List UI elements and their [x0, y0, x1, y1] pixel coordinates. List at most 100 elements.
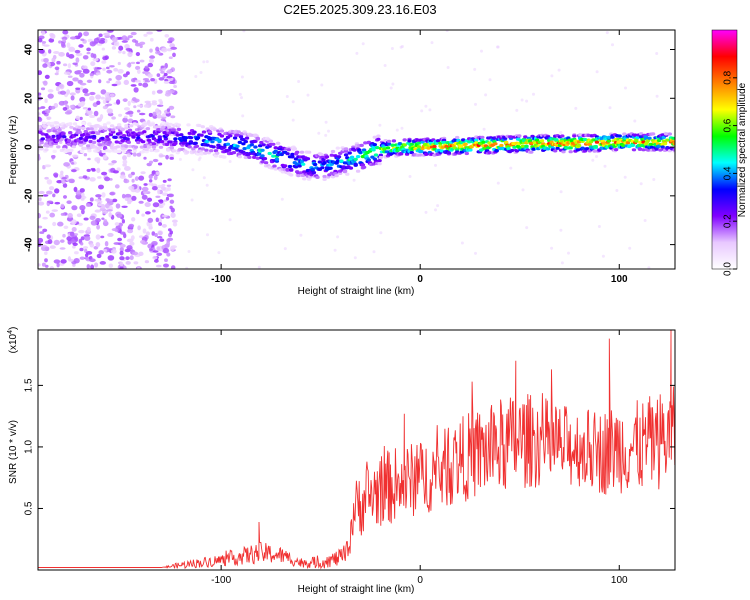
noise-cell [66, 200, 72, 205]
ridge-cell [468, 148, 473, 152]
noise-cell [166, 252, 171, 257]
noise-cell [79, 188, 85, 193]
noise-cell [80, 86, 84, 91]
ridge-cell [56, 145, 61, 149]
ridge-cell [649, 145, 655, 149]
noise-cell [71, 227, 77, 232]
ridge-cell [328, 166, 333, 170]
ridge-cell [192, 130, 197, 134]
noise-cell [550, 74, 554, 78]
ridge-cell [520, 144, 526, 148]
ridge-cell [203, 151, 208, 155]
noise-cell [148, 58, 155, 63]
ridge-cell [348, 166, 354, 170]
noise-cell [161, 202, 166, 206]
noise-cell [121, 218, 126, 224]
noise-cell [327, 129, 330, 133]
noise-cell [75, 115, 81, 121]
ridge-cell [452, 146, 457, 150]
noise-cell [95, 94, 102, 100]
ridge-cell [260, 154, 265, 158]
ridge-cell [464, 151, 469, 156]
ridge-cell [440, 145, 446, 149]
noise-cell [122, 117, 128, 123]
noise-cell [89, 95, 95, 101]
noise-cell [146, 197, 153, 202]
ridge-cell [235, 144, 240, 148]
noise-cell [60, 41, 66, 47]
noise-cell [149, 48, 153, 53]
ridge-cell [52, 149, 57, 153]
noise-cell [148, 160, 154, 164]
noise-cell [100, 37, 106, 42]
ridge-cell [99, 127, 104, 131]
ridge-cell [129, 124, 134, 128]
noise-cell [58, 84, 64, 88]
ridge-cell [38, 125, 42, 129]
noise-cell [379, 231, 383, 235]
ridge-cell [416, 145, 422, 149]
ridge-cell [286, 148, 291, 152]
noise-cell [72, 245, 76, 249]
ridge-cell [665, 138, 670, 142]
ridge-cell [514, 149, 520, 153]
noise-cell [38, 212, 42, 219]
noise-cell [44, 264, 49, 268]
noise-cell [38, 225, 43, 229]
noise-cell [161, 214, 168, 218]
noise-cell [133, 98, 140, 103]
noise-cell [40, 244, 47, 248]
ridge-cell [111, 130, 116, 134]
ridge-cell [201, 130, 207, 134]
noise-cell [595, 155, 598, 158]
noise-cell [75, 193, 82, 200]
noise-cell [74, 251, 79, 255]
ridge-cell [290, 155, 295, 159]
noise-cell [167, 186, 171, 192]
ridge-cell [386, 139, 392, 143]
ridge-cell [361, 165, 367, 169]
noise-cell [173, 85, 177, 88]
ridge-cell [545, 147, 551, 151]
ridge-cell [295, 150, 300, 154]
noise-cell [647, 266, 651, 269]
ridge-cell [637, 147, 643, 151]
ridge-cell [301, 162, 306, 166]
noise-cell [143, 156, 147, 160]
noise-cell [509, 166, 513, 170]
noise-cell [63, 225, 69, 229]
noise-cell [48, 49, 52, 54]
noise-cell [161, 186, 166, 191]
noise-cell [75, 57, 80, 63]
ridge-cell [81, 126, 86, 130]
noise-cell [95, 72, 101, 76]
ridge-cell [512, 145, 517, 149]
noise-cell [48, 186, 55, 191]
noise-cell [159, 154, 166, 158]
ridge-cell [587, 142, 592, 147]
ridge-cell [353, 162, 358, 166]
ridge-cell [167, 131, 172, 135]
noise-cell [51, 57, 56, 63]
noise-cell [605, 31, 609, 35]
colorbar-tick-label: 0.6 [723, 118, 734, 132]
ridge-cell [232, 136, 238, 140]
noise-cell [52, 221, 57, 227]
ridge-cell [594, 140, 600, 144]
spectrogram-ytick-label: -40 [24, 237, 35, 252]
ridge-cell [151, 145, 157, 149]
noise-cell [90, 52, 95, 58]
noise-cell [52, 193, 56, 198]
ridge-cell [91, 134, 97, 139]
spectrogram-ytick-label: -20 [24, 188, 35, 203]
noise-cell [58, 40, 62, 44]
ridge-cell [44, 142, 49, 146]
noise-cell [94, 157, 101, 162]
ridge-cell [650, 132, 656, 136]
ridge-cell [163, 137, 168, 141]
ridge-cell [252, 155, 257, 159]
noise-cell [157, 189, 161, 195]
ridge-cell [402, 143, 407, 147]
ridge-cell [353, 157, 358, 161]
noise-cell [45, 210, 50, 214]
